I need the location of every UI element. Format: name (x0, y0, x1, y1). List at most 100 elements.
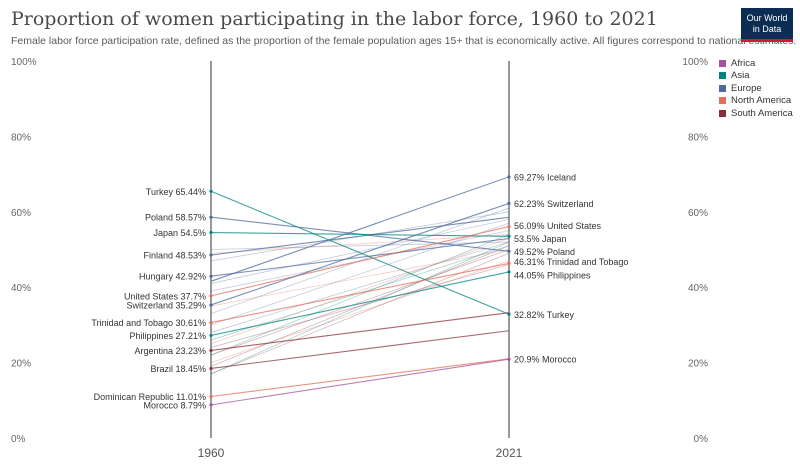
label-start: Finland 48.53% (143, 251, 206, 261)
label-end: 44.05% Philippines (514, 270, 591, 280)
legend-item[interactable]: Europe (719, 82, 793, 94)
logo-line-1: Our World (746, 13, 788, 23)
logo-line-2: in Data (752, 24, 782, 34)
y-tick-label-right: 100% (682, 57, 708, 68)
label-end: 46.31% Trinidad and Tobago (514, 257, 628, 267)
label-start: Japan 54.5% (153, 228, 206, 238)
y-tick-label-left: 100% (11, 57, 37, 68)
legend-label: Europe (731, 82, 762, 94)
series-line-turkey (210, 190, 510, 315)
label-start: Dominican Republic 11.01% (94, 392, 206, 402)
label-start: Philippines 27.21% (129, 331, 206, 341)
label-start: Switzerland 35.29% (126, 300, 206, 310)
background-series-line (210, 234, 510, 356)
label-start: Poland 58.57% (145, 213, 206, 223)
series-point-1960 (209, 230, 213, 235)
legend-label: North America (731, 95, 792, 106)
series-point-1960 (209, 215, 213, 219)
background-series-line (210, 245, 510, 367)
series-point-1960 (209, 333, 213, 338)
background-series-line (210, 237, 510, 345)
legend-swatch (719, 97, 726, 104)
chart-title: Proportion of women participating in the… (11, 8, 658, 30)
background-series-line (210, 218, 510, 284)
label-start: Morocco 8.79% (143, 400, 206, 410)
series-point-1960 (209, 403, 213, 407)
label-end: 53.5% Japan (514, 234, 567, 244)
label-start: Trinidad and Tobago 30.61% (91, 318, 206, 328)
series-point-1960 (209, 348, 213, 353)
y-tick-label-right: 80% (688, 132, 708, 143)
series-point-1960 (209, 366, 213, 371)
label-start: Argentina 23.23% (134, 346, 206, 356)
label-start: Turkey 65.44% (146, 187, 206, 197)
background-series-line (210, 222, 510, 326)
series-line-japan (210, 231, 510, 237)
label-end: 49.52% Poland (514, 247, 575, 257)
background-series-line (210, 249, 510, 356)
series-point-1960 (209, 321, 213, 325)
legend-item[interactable]: South America (719, 107, 793, 119)
legend-item[interactable]: North America (719, 95, 793, 107)
label-end: 62.23% Switzerland (514, 199, 594, 209)
series-point-1960 (209, 394, 213, 399)
y-tick-label-right: 40% (688, 283, 708, 294)
x-label-2021: 2021 (496, 446, 523, 460)
background-series-line (210, 241, 510, 375)
series-point-2021 (507, 234, 511, 238)
legend-swatch (719, 84, 726, 92)
background-series-line (210, 241, 510, 333)
series-point-1960 (209, 189, 213, 193)
series-point-1960 (209, 294, 213, 298)
series-line-brazil (210, 330, 510, 369)
series-point-1960 (209, 274, 213, 278)
y-tick-label-right: 0% (694, 434, 709, 445)
label-end: 69.27% Iceland (514, 172, 576, 182)
series-line-finland (210, 216, 510, 256)
legend-swatch (719, 72, 726, 79)
series-line-dominican-republic (210, 358, 510, 398)
label-end: 32.82% Turkey (514, 310, 575, 320)
series-line-iceland (210, 176, 510, 282)
series-point-1960 (209, 253, 213, 257)
series-point-2021 (507, 270, 511, 274)
legend-label: Africa (731, 57, 756, 69)
series-point-1960 (209, 303, 213, 307)
label-end: 56.09% United States (514, 221, 602, 231)
background-series-line (210, 249, 510, 307)
y-tick-label-left: 60% (11, 208, 31, 219)
series-point-2021 (507, 249, 511, 253)
series-line-philippines (210, 271, 510, 336)
x-label-1960: 1960 (198, 446, 225, 460)
series-line-united-states (210, 226, 510, 297)
label-end: 20.9% Morocco (514, 355, 577, 365)
legend-item[interactable]: Africa (719, 57, 793, 69)
series-point-2021 (507, 224, 511, 229)
legend-swatch (719, 109, 726, 117)
series-point-2021 (507, 175, 511, 179)
series-point-2021 (507, 357, 511, 361)
series-line-argentina (210, 312, 510, 351)
legend-label: Asia (731, 70, 750, 81)
background-series-line (210, 260, 510, 363)
series-line-switzerland (210, 202, 510, 306)
owid-logo[interactable]: Our World in Data (741, 8, 793, 42)
legend: Africa Asia Europe North America South Ameri… (719, 57, 793, 120)
background-series-line (210, 264, 510, 348)
y-tick-label-right: 60% (688, 208, 708, 219)
chart-subtitle: Female labor force participation rate, d… (11, 35, 797, 47)
series-line-morocco (210, 358, 510, 406)
y-tick-label-right: 20% (688, 359, 708, 370)
series-point-2021 (507, 261, 511, 266)
series-line-trinidad-and-tobago (210, 262, 510, 324)
series-point-2021 (507, 201, 511, 205)
label-start: United States 37.7% (124, 291, 206, 301)
legend-item[interactable]: Asia (719, 70, 793, 82)
label-start: Hungary 42.92% (139, 272, 206, 282)
series-point-2021 (507, 312, 511, 316)
y-tick-label-left: 20% (11, 359, 31, 370)
y-tick-label-left: 40% (11, 283, 31, 294)
y-tick-label-left: 80% (11, 132, 31, 143)
series-line-hungary (210, 237, 510, 277)
